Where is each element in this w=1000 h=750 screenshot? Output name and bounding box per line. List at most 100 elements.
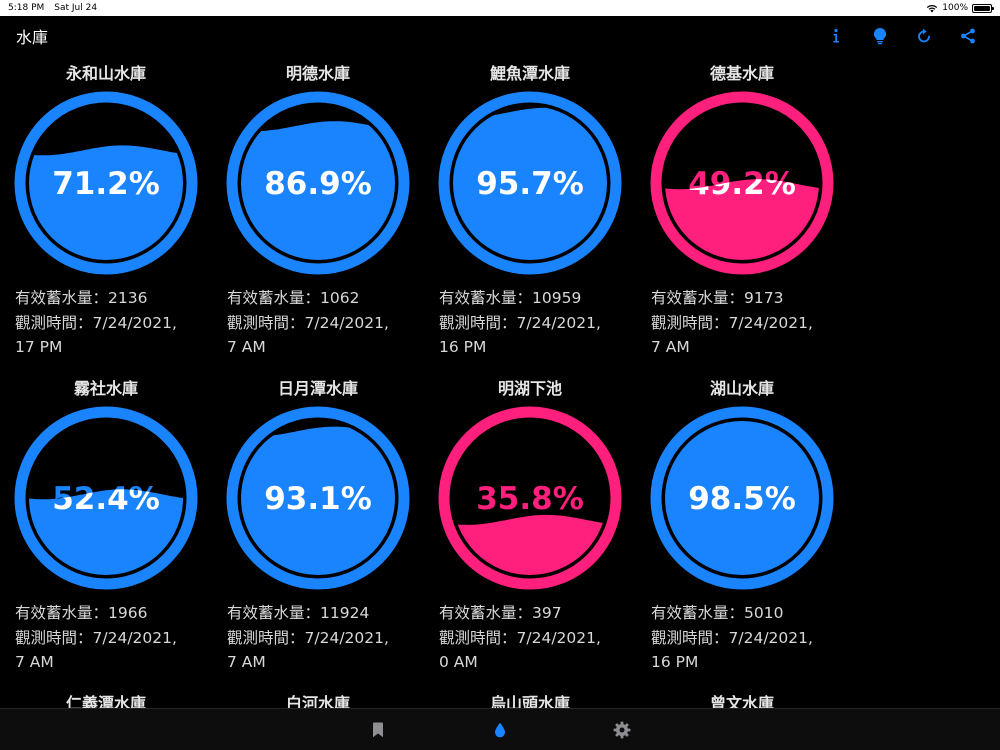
water-fill xyxy=(665,421,819,575)
battery-icon xyxy=(972,3,994,13)
nav-bar: 水庫 xyxy=(0,16,1000,56)
reservoir-card[interactable]: 霧社水庫52.4%52.4%有效蓄水量：1966觀測時間：7/24/2021,7… xyxy=(0,373,212,675)
time-line: 觀測時間：7/24/2021, xyxy=(15,311,212,336)
storage-label: 有效蓄水量： xyxy=(439,604,533,622)
gauge-ring xyxy=(650,91,834,275)
gauge-ring xyxy=(438,406,622,590)
reservoir-info: 有效蓄水量：11924 觀測時間：7/24/2021, 7 AM xyxy=(212,601,424,675)
storage-line: 有效蓄水量：397 xyxy=(439,601,636,626)
storage-value: 2136 xyxy=(108,289,148,307)
tab-bar xyxy=(0,708,1000,750)
water-level-gauge: 98.5%98.5% xyxy=(650,406,834,590)
water-fill xyxy=(453,514,607,575)
storage-label: 有效蓄水量： xyxy=(15,289,109,307)
reservoir-card[interactable]: 明湖下池35.8%35.8%有效蓄水量：397觀測時間：7/24/2021,0 … xyxy=(424,373,636,675)
reservoir-info: 有效蓄水量：9173 觀測時間：7/24/2021, 7 AM xyxy=(636,286,848,360)
info-icon[interactable] xyxy=(826,26,846,46)
time-line: 觀測時間：7/24/2021, xyxy=(651,311,848,336)
storage-label: 有效蓄水量： xyxy=(227,604,321,622)
water-fill xyxy=(29,145,183,260)
time-line: 觀測時間：7/24/2021, xyxy=(651,626,848,651)
water-drop-icon[interactable] xyxy=(488,718,512,742)
reservoir-card[interactable]: 烏山頭水庫 xyxy=(424,688,636,708)
time-hour: 7 AM xyxy=(651,338,690,356)
reservoir-name: 仁義潭水庫 xyxy=(65,694,146,708)
storage-line: 有效蓄水量：9173 xyxy=(651,286,848,311)
time-label: 觀測時間： xyxy=(439,313,517,332)
time-line: 觀測時間：7/24/2021, xyxy=(15,626,212,651)
time-hour: 16 PM xyxy=(651,653,699,671)
reservoir-name: 德基水庫 xyxy=(709,64,774,83)
water-level-gauge: 86.9%86.9% xyxy=(226,91,410,275)
water-level-gauge: 49.2%49.2% xyxy=(650,91,834,275)
time-label: 觀測時間： xyxy=(651,313,729,332)
refresh-icon[interactable] xyxy=(914,26,934,46)
time-hour: 17 PM xyxy=(15,338,63,356)
time-date: 7/24/2021, xyxy=(516,313,601,332)
reservoir-card[interactable]: 曾文水庫 xyxy=(636,688,848,708)
water-fill xyxy=(241,121,395,260)
time-date: 7/24/2021, xyxy=(516,628,601,647)
reservoir-card[interactable]: 湖山水庫98.5%98.5%有效蓄水量：5010觀測時間：7/24/2021,1… xyxy=(636,373,848,675)
reservoir-name: 烏山頭水庫 xyxy=(489,694,570,708)
time-date: 7/24/2021, xyxy=(304,628,389,647)
storage-line: 有效蓄水量：1062 xyxy=(227,286,424,311)
water-level-gauge: 35.8%35.8% xyxy=(438,406,622,590)
water-level-gauge: 52.4%52.4% xyxy=(14,406,198,590)
time-hour: 7 AM xyxy=(227,338,266,356)
reservoir-info: 有效蓄水量：2136 觀測時間：7/24/2021, 17 PM xyxy=(0,286,212,360)
percent-label-overlay: 93.1% xyxy=(264,481,372,517)
gauge-ring xyxy=(226,406,410,590)
gear-icon[interactable] xyxy=(610,718,634,742)
time-date: 7/24/2021, xyxy=(92,628,177,647)
time-label: 觀測時間： xyxy=(15,628,93,647)
time-label: 觀測時間： xyxy=(651,628,729,647)
wifi-icon xyxy=(927,4,938,12)
time-line: 觀測時間：7/24/2021, xyxy=(439,626,636,651)
reservoir-card[interactable]: 德基水庫49.2%49.2%有效蓄水量：9173觀測時間：7/24/2021,7… xyxy=(636,58,848,360)
time-date: 7/24/2021, xyxy=(304,313,389,332)
gauge-ring xyxy=(226,91,410,275)
time-line: 觀測時間：7/24/2021, xyxy=(227,311,424,336)
time-hour: 0 AM xyxy=(439,653,478,671)
percent-label: 35.8% xyxy=(476,481,584,517)
storage-value: 10959 xyxy=(532,289,582,307)
time-label: 觀測時間： xyxy=(439,628,517,647)
water-level-gauge: 71.2%71.2% xyxy=(14,91,198,275)
storage-label: 有效蓄水量： xyxy=(439,289,533,307)
storage-value: 397 xyxy=(532,604,562,622)
time-label: 觀測時間： xyxy=(227,628,305,647)
reservoir-name: 白河水庫 xyxy=(285,694,350,708)
bookmark-icon[interactable] xyxy=(366,718,390,742)
share-icon[interactable] xyxy=(958,26,978,46)
lightbulb-icon[interactable] xyxy=(870,26,890,46)
storage-line: 有效蓄水量：1966 xyxy=(15,601,212,626)
gauge-ring xyxy=(438,91,622,275)
reservoir-card[interactable]: 日月潭水庫93.1%93.1%有效蓄水量：11924觀測時間：7/24/2021… xyxy=(212,373,424,675)
reservoir-card[interactable]: 仁義潭水庫 xyxy=(0,688,212,708)
time-date: 7/24/2021, xyxy=(92,313,177,332)
reservoir-info: 有效蓄水量：397 觀測時間：7/24/2021, 0 AM xyxy=(424,601,636,675)
reservoir-card[interactable]: 永和山水庫 71.2%71.2% 有效蓄水量：2136 觀測時間：7/24/2021,… xyxy=(0,58,212,360)
reservoir-card[interactable]: 鯉魚潭水庫95.7%95.7%有效蓄水量：10959觀測時間：7/24/2021… xyxy=(424,58,636,360)
reservoir-info: 有效蓄水量：5010 觀測時間：7/24/2021, 16 PM xyxy=(636,601,848,675)
storage-value: 9173 xyxy=(744,289,784,307)
storage-value: 1062 xyxy=(320,289,360,307)
time-date: 7/24/2021, xyxy=(728,313,813,332)
storage-value: 5010 xyxy=(744,604,784,622)
gauge-ring xyxy=(14,406,198,590)
time-label: 觀測時間： xyxy=(15,313,93,332)
water-fill xyxy=(29,489,183,575)
time-label: 觀測時間： xyxy=(227,313,305,332)
reservoir-card[interactable]: 明德水庫86.9%86.9%有效蓄水量：1062觀測時間：7/24/2021,7… xyxy=(212,58,424,360)
reservoir-card[interactable]: 白河水庫 xyxy=(212,688,424,708)
reservoir-info: 有效蓄水量：1062 觀測時間：7/24/2021, 7 AM xyxy=(212,286,424,360)
storage-label: 有效蓄水量： xyxy=(15,604,109,622)
storage-line: 有效蓄水量：11924 xyxy=(227,601,424,626)
reservoir-name: 明湖下池 xyxy=(497,379,562,398)
reservoir-name: 鯉魚潭水庫 xyxy=(489,64,570,83)
water-fill xyxy=(241,426,395,575)
storage-label: 有效蓄水量： xyxy=(227,289,321,307)
reservoir-name: 永和山水庫 xyxy=(65,64,146,83)
percent-label-overlay: 98.5% xyxy=(688,481,796,517)
